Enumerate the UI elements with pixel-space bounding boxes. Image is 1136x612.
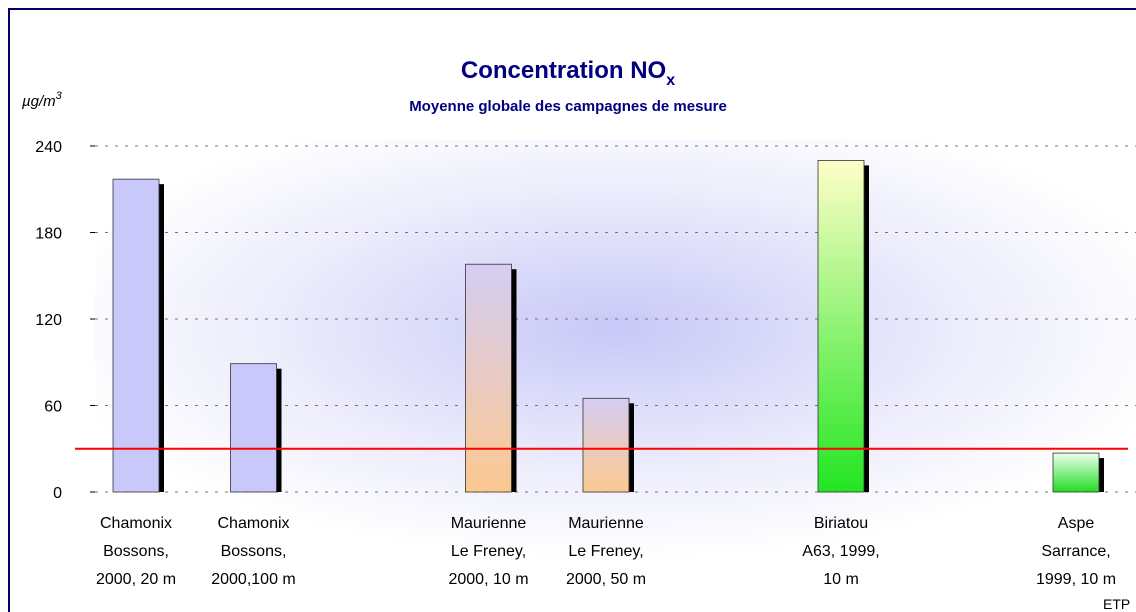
x-tick-label: 1999, 10 m: [1036, 571, 1116, 588]
title-subscript: x: [666, 72, 675, 89]
x-tick-label: Biriatou: [814, 515, 868, 532]
x-tick-label: Sarrance,: [1041, 543, 1110, 560]
x-tick-label: Chamonix: [217, 515, 289, 532]
x-tick-label: Le Freney,: [568, 543, 643, 560]
y-tick-label: 0: [53, 485, 62, 502]
y-tick-label: 180: [35, 226, 62, 243]
bar: [230, 363, 277, 493]
bar: [112, 178, 160, 493]
x-tick-label: 2000, 50 m: [566, 571, 646, 588]
x-tick-label: A63, 1999,: [802, 543, 879, 560]
chart-title: Concentration NOx: [461, 57, 675, 89]
y-tick-label: 60: [44, 399, 62, 416]
x-tick-label: Le Freney,: [451, 543, 526, 560]
y-axis-label: µg/m3: [22, 90, 63, 110]
y-tick-label: 240: [35, 139, 62, 156]
title-main: Concentration NO: [461, 57, 666, 84]
x-tick-label: Bossons,: [103, 543, 169, 560]
y-tick-label: 120: [35, 312, 62, 329]
x-tick-label: Chamonix: [100, 515, 172, 532]
bar: [817, 160, 865, 493]
plot-glow: [95, 140, 1136, 560]
x-tick-label: Aspe: [1058, 515, 1095, 532]
x-tick-label: Maurienne: [568, 515, 644, 532]
x-tick-label: 10 m: [823, 571, 859, 588]
x-tick-label: Maurienne: [451, 515, 527, 532]
x-tick-label: Bossons,: [221, 543, 287, 560]
y-label-sup: 3: [56, 90, 63, 102]
x-tick-label: 2000,100 m: [211, 571, 296, 588]
x-tick-label: 2000, 10 m: [448, 571, 528, 588]
y-label-main: µg/m: [22, 93, 56, 110]
frame: [8, 8, 1136, 612]
bar: [465, 263, 512, 493]
footer: ETP: [1103, 596, 1130, 612]
bar: [582, 397, 630, 493]
chart-subtitle: Moyenne globale des campagnes de mesure: [409, 98, 727, 115]
x-tick-label: 2000, 20 m: [96, 571, 176, 588]
bar: [1052, 452, 1100, 493]
